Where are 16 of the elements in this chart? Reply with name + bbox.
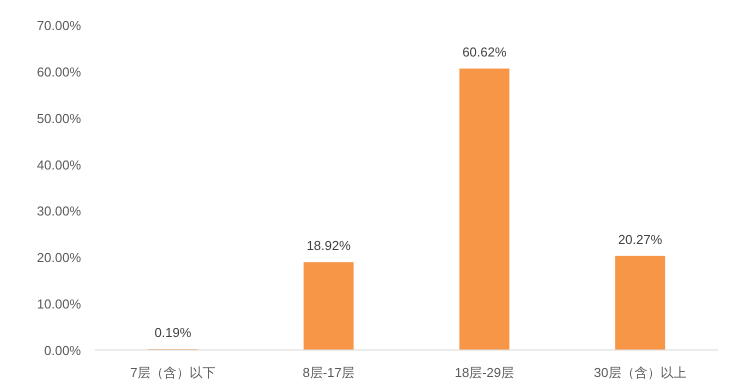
data-label: 60.62%: [462, 44, 507, 60]
x-tick-label: 18层-29层: [454, 365, 514, 380]
x-tick-label: 7层（含）以下: [130, 365, 216, 380]
y-tick-label: 70.00%: [36, 18, 82, 33]
x-tick-label: 8层-17层: [302, 365, 355, 380]
y-tick-label: 20.00%: [36, 250, 82, 266]
data-label: 0.19%: [154, 325, 192, 340]
data-label: 18.92%: [306, 238, 352, 254]
y-tick-label: 60.00%: [36, 64, 82, 80]
y-tick-label: 40.00%: [36, 157, 82, 172]
y-tick-label: 10.00%: [36, 296, 82, 312]
y-tick-label: 0.00%: [44, 343, 82, 358]
x-tick-label: 30层（含）以上: [594, 365, 686, 380]
y-tick-label: 30.00%: [36, 204, 82, 219]
y-tick-label: 50.00%: [36, 110, 82, 126]
data-label: 20.27%: [618, 232, 663, 247]
